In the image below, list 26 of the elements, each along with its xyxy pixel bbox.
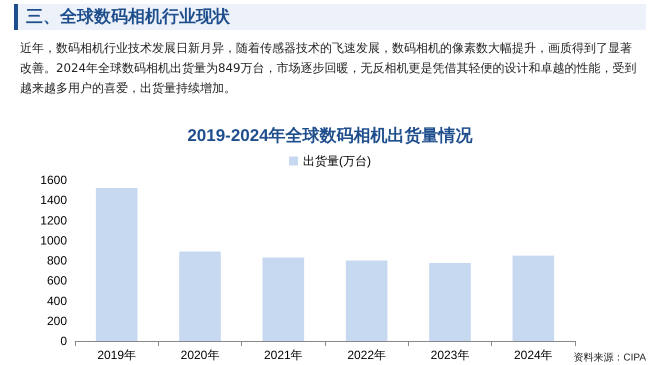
y-tick-label: 1400 <box>40 193 68 208</box>
x-tick-label: 2020年 <box>180 348 220 362</box>
x-tick-label: 2019年 <box>97 348 136 362</box>
bar <box>262 257 304 341</box>
y-tick-label: 600 <box>46 274 68 288</box>
legend-label: 出货量(万台) <box>303 154 372 168</box>
text: 三、全球数码相机行业现状 <box>14 4 646 30</box>
chart-title: 2019-2024年全球数码相机出货量情况 <box>187 126 474 145</box>
bar <box>512 256 554 341</box>
x-tick-label: 2023年 <box>430 348 470 362</box>
bar <box>429 263 471 341</box>
text: 资料来源：CIPA <box>573 352 646 364</box>
text: 近年，数码相机行业技术发展日新月异，随着传感器技术的飞速发展，数码相机的像素数大幅提升，画质得到了显著改善。2024年全球数码相机出货量为849万台，市场逐步回暖，无反相机更是凭借其轻便的设计和卓越的性能，受到越来越多用户的喜爱，出货量持续增加。 <box>20 40 638 97</box>
y-tick-label: 1200 <box>40 213 68 228</box>
x-tick-label: 2022年 <box>347 348 386 362</box>
y-tick-label: 400 <box>46 294 68 308</box>
y-tick-label: 800 <box>46 254 68 268</box>
y-tick-label: 1000 <box>40 233 68 248</box>
y-tick-label: 0 <box>60 334 68 348</box>
y-tick-label: 200 <box>46 314 68 328</box>
y-tick-label: 1600 <box>40 173 68 187</box>
x-tick-label: 2021年 <box>264 348 303 362</box>
bar <box>346 260 388 341</box>
bar <box>96 188 138 341</box>
x-tick-label: 2024年 <box>514 348 553 362</box>
bar <box>179 251 221 341</box>
